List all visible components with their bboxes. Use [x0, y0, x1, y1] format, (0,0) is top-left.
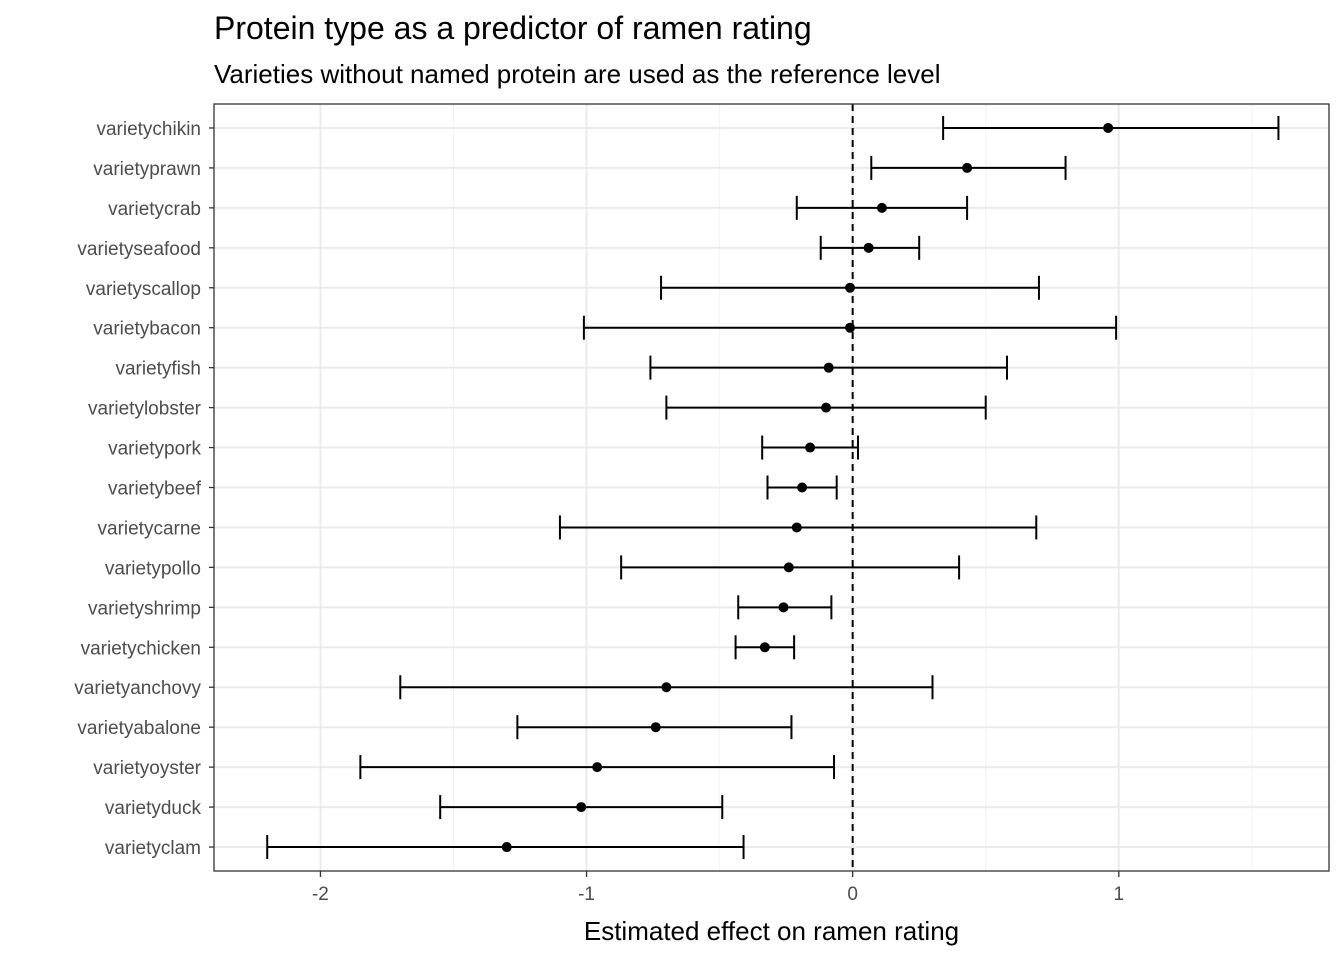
- point-varietyclam: [501, 842, 512, 853]
- point-varietyoyster: [592, 762, 603, 773]
- point-varietyprawn: [962, 162, 973, 173]
- y-tick-label: varietypork: [108, 439, 201, 460]
- point-varietychicken: [759, 642, 770, 653]
- y-tick-label: varietyshrimp: [88, 598, 201, 619]
- y-tick-label: varietybeef: [108, 479, 202, 500]
- y-tick-label: varietyclam: [105, 838, 201, 859]
- grid-lines: [214, 104, 1329, 871]
- point-varietypollo: [783, 562, 794, 573]
- y-tick-label: varietyanchovy: [74, 678, 201, 699]
- point-varietyabalone: [650, 722, 661, 733]
- point-varietycarne: [791, 522, 802, 533]
- y-tick-label: varietybacon: [93, 319, 201, 340]
- point-varietycrab: [876, 202, 887, 213]
- point-varietyshrimp: [778, 602, 789, 613]
- y-tick-label: varietychikin: [96, 119, 201, 140]
- chart-title: Protein type as a predictor of ramen rat…: [214, 10, 812, 46]
- y-tick-label: varietypollo: [105, 558, 201, 579]
- error-bars: [266, 115, 1280, 860]
- x-axis-title: Estimated effect on ramen rating: [584, 916, 959, 946]
- y-tick-label: varietyseafood: [77, 239, 201, 260]
- y-tick-label: varietylobster: [88, 399, 202, 420]
- y-tick-label: varietyprawn: [93, 159, 201, 180]
- x-tick-label: -2: [312, 884, 329, 905]
- point-varietyfish: [823, 362, 834, 373]
- y-tick-label: varietycrab: [108, 199, 201, 220]
- y-tick-label: varietyoyster: [93, 758, 201, 779]
- point-varietyscallop: [845, 282, 856, 293]
- point-varietylobster: [821, 402, 832, 413]
- chart-subtitle: Varieties without named protein are used…: [214, 59, 941, 89]
- y-tick-label: varietyfish: [115, 359, 201, 380]
- x-axis: -2 -1 0 1: [312, 871, 1124, 905]
- y-tick-label: varietyabalone: [77, 718, 201, 739]
- x-tick-label: 1: [1113, 884, 1124, 905]
- point-estimates: [501, 122, 1114, 853]
- point-varietyseafood: [863, 242, 874, 253]
- y-axis: varietychikin varietyprawn varietycrab vari…: [74, 119, 214, 859]
- point-varietyanchovy: [661, 682, 672, 693]
- point-varietybacon: [845, 322, 856, 333]
- point-varietychikin: [1103, 122, 1114, 133]
- x-tick-label: 0: [847, 884, 858, 905]
- point-varietybeef: [797, 482, 808, 493]
- x-tick-label: -1: [578, 884, 595, 905]
- y-tick-label: varietyduck: [105, 798, 202, 819]
- y-tick-label: varietyscallop: [86, 279, 201, 300]
- point-varietyduck: [576, 802, 587, 813]
- y-tick-label: varietycarne: [98, 518, 202, 539]
- point-varietypork: [805, 442, 816, 453]
- y-tick-label: varietychicken: [81, 638, 201, 659]
